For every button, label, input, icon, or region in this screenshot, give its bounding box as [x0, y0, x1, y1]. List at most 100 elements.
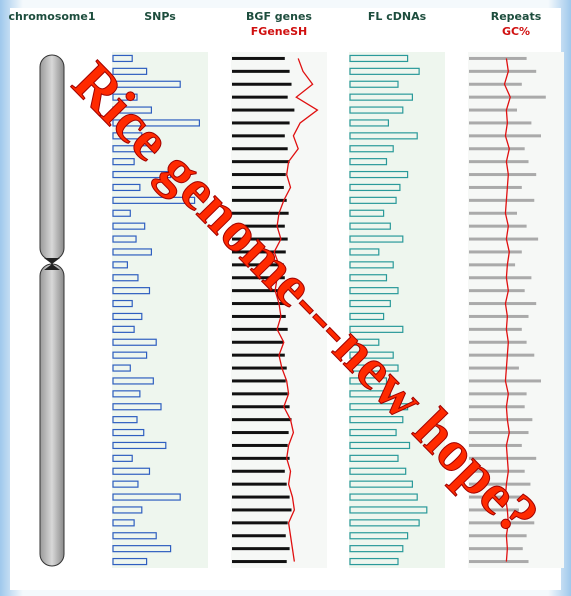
feature-bar — [469, 185, 522, 189]
feature-bar — [349, 312, 385, 321]
feature-bar — [349, 235, 404, 243]
feature-bar — [232, 134, 285, 138]
feature-bar — [349, 467, 407, 475]
chromosome-arm — [39, 263, 65, 567]
feature-bar — [349, 145, 394, 153]
feature-bar — [469, 495, 527, 499]
feature-bar — [232, 469, 285, 473]
feature-bar — [232, 56, 285, 60]
feature-bar — [469, 250, 522, 254]
feature-bar — [349, 377, 388, 385]
feature-bar — [349, 532, 409, 540]
feature-bar — [469, 327, 522, 331]
feature-bar — [112, 557, 148, 566]
feature-bar — [349, 325, 404, 333]
feature-bar — [112, 519, 135, 527]
feature-bar — [112, 480, 139, 488]
feature-bar — [349, 480, 414, 488]
feature-bar — [349, 493, 418, 501]
feature-bar — [349, 454, 399, 462]
feature-bar — [469, 302, 537, 306]
feature-bar — [349, 403, 409, 411]
track-title: Repeats — [491, 10, 542, 23]
feature-bar — [112, 170, 172, 179]
feature-bar — [469, 431, 529, 435]
feature-bar — [349, 428, 397, 437]
feature-bar — [232, 353, 285, 357]
feature-bar — [469, 224, 527, 228]
feature-bar — [232, 224, 285, 228]
feature-bar — [469, 560, 529, 564]
feature-bar — [232, 547, 290, 551]
feature-bar — [469, 482, 531, 486]
feature-bar — [349, 67, 420, 75]
feature-bar — [232, 327, 288, 331]
feature-bar — [469, 121, 532, 125]
feature-bar — [112, 222, 146, 230]
feature-bar — [349, 557, 399, 566]
feature-bar — [112, 196, 196, 204]
feature-bar — [232, 237, 288, 241]
feature-bar — [112, 428, 145, 437]
feature-bar — [469, 340, 527, 344]
feature-bar — [349, 93, 414, 101]
feature-bar — [469, 547, 523, 551]
feature-bar — [112, 80, 181, 88]
feature-bar — [469, 198, 535, 202]
feature-bar — [469, 418, 533, 422]
feature-bar — [232, 185, 284, 189]
feature-bar — [112, 106, 153, 114]
feature-bar — [469, 56, 527, 60]
feature-bar — [469, 237, 539, 241]
feature-bar — [232, 379, 286, 383]
feature-bar — [112, 209, 131, 217]
feature-bar — [469, 160, 529, 164]
profile-line — [273, 58, 319, 562]
feature-bar — [469, 456, 537, 460]
feature-bar — [112, 158, 135, 166]
feature-bar — [349, 248, 380, 256]
feature-bar — [112, 506, 143, 514]
feature-bar — [349, 287, 399, 295]
chromosome — [39, 54, 65, 567]
feature-bar — [469, 289, 525, 293]
feature-bar — [349, 158, 388, 166]
feature-bar — [232, 405, 290, 409]
feature-bar — [112, 364, 131, 372]
feature-bar — [349, 209, 385, 217]
feature-bar — [232, 276, 285, 280]
feature-bar — [469, 508, 519, 512]
feature-bar — [349, 261, 394, 269]
feature-bar — [469, 69, 537, 73]
feature-bar — [232, 95, 288, 99]
feature-bar — [469, 211, 517, 215]
feature-bar — [112, 467, 151, 475]
profile-line — [503, 58, 511, 562]
feature-bar — [349, 441, 411, 450]
feature-bar — [112, 145, 157, 153]
track-title: FL cDNAs — [368, 10, 427, 23]
feature-bar — [349, 390, 391, 398]
feature-bar — [349, 132, 418, 140]
feature-bar — [112, 532, 157, 540]
track-title: BGF genes — [246, 10, 312, 23]
feature-bar — [112, 312, 143, 321]
feature-bar — [112, 54, 133, 63]
track-bg — [112, 52, 208, 568]
feature-bar — [232, 560, 287, 564]
feature-bar — [232, 173, 286, 177]
feature-bar — [349, 519, 420, 527]
feature-bar — [349, 183, 401, 192]
feature-bar — [232, 69, 290, 73]
feature-bar — [349, 170, 409, 179]
feature-bar — [112, 274, 139, 282]
feature-bar — [469, 366, 519, 370]
feature-bar — [469, 276, 532, 280]
feature-bar — [232, 392, 288, 396]
feature-bar — [232, 482, 287, 486]
feature-bar — [112, 416, 138, 424]
feature-bar — [349, 338, 380, 346]
feature-bar — [469, 353, 535, 357]
feature-bar — [232, 211, 289, 215]
